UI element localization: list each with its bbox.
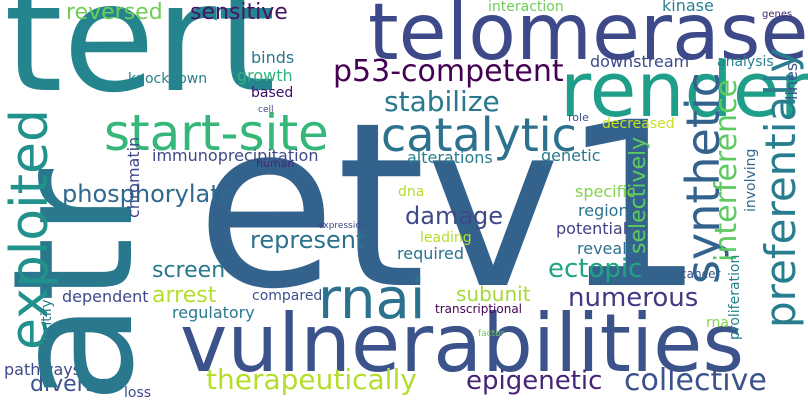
word-kinase: kinase [662, 0, 714, 15]
word-cancer: cancer [680, 267, 721, 281]
word-arrest: arrest [152, 283, 217, 308]
word-decreased: decreased [602, 116, 675, 132]
word-start-site: start-site [104, 104, 329, 162]
word-selectively: selectively [626, 136, 651, 254]
word-based: based [251, 85, 294, 101]
word-screen: screen [152, 258, 226, 283]
word-potential: potential [556, 219, 628, 238]
word-epigenetic: epigenetic [466, 366, 603, 396]
word-compared: compared [252, 288, 323, 304]
word-etv1: etv1 [196, 73, 706, 339]
word-stabilize: stabilize [384, 85, 500, 118]
word-binds: binds [251, 48, 295, 67]
word-therapeutically: therapeutically [206, 363, 417, 396]
word-loss: loss [124, 385, 152, 401]
word-numerous: numerous [568, 283, 699, 313]
word-lines: lines [782, 62, 801, 100]
word-transcriptional: transcriptional [435, 302, 523, 316]
word-damage: damage [405, 202, 504, 230]
word-represent: represent [250, 226, 366, 254]
word-leading: leading [420, 230, 472, 246]
word-cell: cell [258, 105, 274, 115]
word-genes: genes [762, 9, 793, 20]
word-growth: growth [237, 66, 293, 85]
word-required: required [397, 244, 465, 263]
word-region: region [578, 201, 629, 220]
word-factor: factor [478, 329, 505, 339]
word-rnai: rnai [318, 267, 426, 332]
word-role: role [568, 111, 589, 124]
word-identify: identify [39, 299, 55, 352]
word-analysis: analysis [717, 54, 774, 70]
word-human: human [256, 157, 295, 170]
word-specific: specific [575, 182, 636, 201]
word-knockdown: knockdown [128, 71, 208, 87]
word-reversed: reversed [66, 0, 163, 25]
word-render: render [560, 45, 808, 134]
word-ectopic: ectopic [548, 254, 643, 284]
word-involving: involving [743, 148, 759, 212]
word-dependent: dependent [62, 287, 149, 306]
word-expression: expression [318, 221, 367, 231]
word-genetic: genetic [541, 146, 601, 165]
word-dna: dna [398, 184, 425, 200]
word-subunit: subunit [456, 282, 531, 306]
word-vulnerabilities: vulnerabilities [180, 297, 745, 390]
word-proliferation: proliferation [727, 254, 743, 340]
word-downstream: downstream [590, 52, 690, 71]
word-alterations: alterations [407, 148, 493, 167]
word-catalytic: catalytic [381, 108, 577, 162]
word-diverse: diverse [30, 372, 111, 397]
word-regulatory: regulatory [172, 303, 255, 322]
word-tert: tert [4, 0, 276, 126]
word-collective: collective [624, 363, 767, 398]
word-phosphorylate: phosphorylate [62, 180, 235, 208]
word-telomerase: telomerase [368, 0, 808, 78]
word-interaction: interaction [488, 0, 564, 15]
word-sensitive: sensitive [190, 0, 288, 25]
word-rna: rna [706, 315, 729, 331]
word-reveals: reveals [577, 239, 635, 258]
word-immunoprecipitation: immunoprecipitation [152, 146, 319, 165]
word-chromatin: chromatin [124, 136, 143, 218]
word-pathways: pathways [4, 360, 82, 379]
word-p53-competent: p53-competent [333, 54, 564, 89]
word-interference: interference [709, 78, 744, 262]
